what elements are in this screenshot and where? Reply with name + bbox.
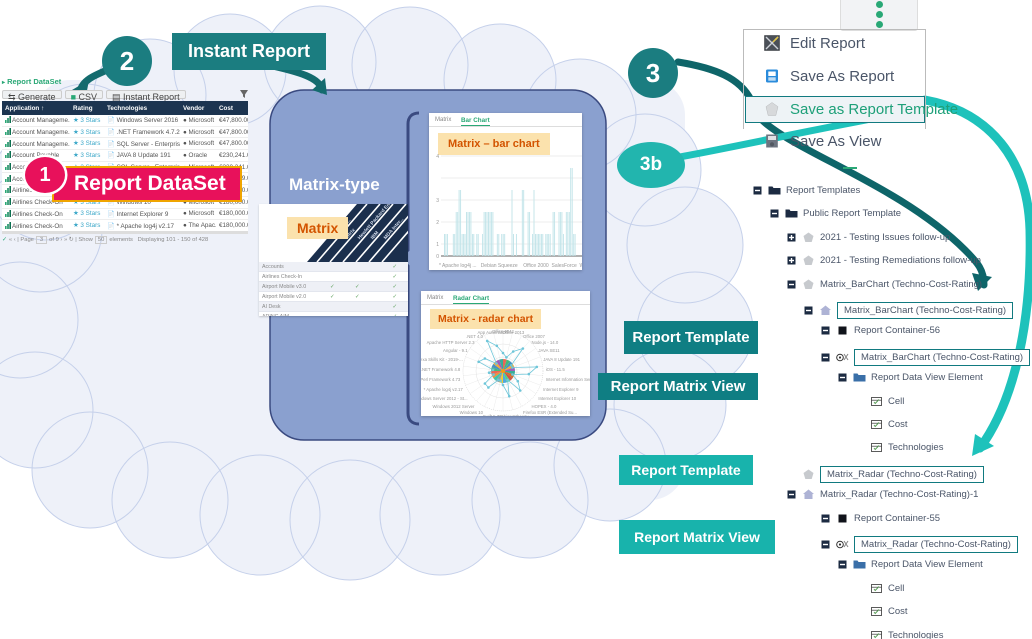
svg-text:3: 3 <box>436 198 439 204</box>
svg-text:1: 1 <box>436 242 439 248</box>
svg-text:4: 4 <box>436 154 439 160</box>
svg-text:0: 0 <box>436 254 439 260</box>
svg-text:2: 2 <box>436 220 439 226</box>
